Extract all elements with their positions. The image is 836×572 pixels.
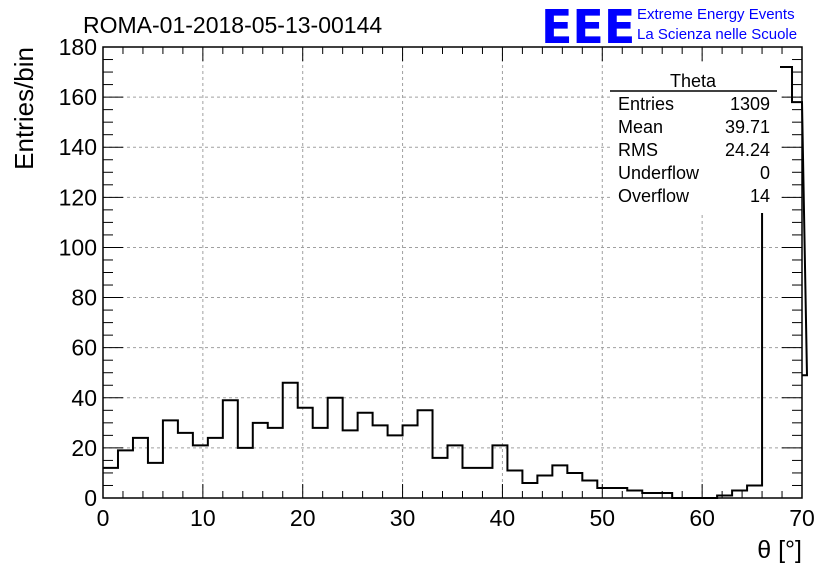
x-tick-label: 60 (689, 505, 715, 531)
histogram-bin (612, 488, 627, 498)
x-axis-label: θ [°] (757, 536, 802, 564)
histogram-bin (747, 485, 762, 498)
histogram-bin (343, 430, 358, 498)
stats-row-label: Entries (618, 94, 674, 114)
histogram-bin (388, 435, 403, 498)
branding-line-1: Extreme Energy Events (637, 6, 795, 23)
histogram-bin (627, 490, 642, 498)
stats-row-value: 14 (750, 186, 770, 206)
stats-row-value: 0 (760, 163, 770, 183)
run-title: ROMA-01-2018-05-13-00144 (83, 12, 382, 38)
stats-row-value: 1309 (730, 94, 770, 114)
y-tick-label: 100 (59, 234, 97, 260)
histogram-bin (118, 450, 133, 498)
y-tick-label: 40 (71, 385, 97, 411)
y-axis-label: Entries/bin (9, 47, 39, 170)
histogram-bin (148, 463, 163, 498)
y-tick-label: 140 (59, 134, 97, 160)
x-tick-label: 50 (589, 505, 615, 531)
stats-box: Theta Entries 1309 Mean 39.71 RMS 24.24 Underf… (610, 65, 780, 213)
eee-logo: EEE (541, 0, 635, 54)
histogram-bin (448, 445, 463, 498)
histogram-bin (103, 468, 118, 498)
histogram-bin (418, 410, 433, 498)
y-tick-label: 60 (71, 335, 97, 361)
stats-row-label: Mean (618, 117, 663, 137)
histogram-bin (597, 488, 612, 498)
histogram-bin (253, 423, 268, 498)
histogram-bin (358, 413, 373, 498)
histogram-bin (178, 433, 193, 498)
histogram-bin (133, 438, 148, 498)
y-tick-label: 160 (59, 84, 97, 110)
histogram-bin (732, 490, 747, 498)
histogram-bin (552, 465, 567, 498)
stats-row-label: Underflow (618, 163, 700, 183)
histogram-bin (283, 383, 298, 498)
histogram-bin (433, 458, 448, 498)
histogram-bin (462, 468, 477, 498)
histogram-bin (223, 400, 238, 498)
grid-lines (103, 47, 802, 498)
y-tick-label: 80 (71, 285, 97, 311)
histogram-bin (477, 468, 492, 498)
stats-row-value: 39.71 (725, 117, 770, 137)
histogram-bin (507, 470, 522, 498)
x-tick-label: 30 (390, 505, 416, 531)
y-tick-label: 180 (59, 34, 97, 60)
histogram-bin (567, 473, 582, 498)
histogram-bin (582, 480, 597, 498)
stats-row-value: 24.24 (725, 140, 770, 160)
branding-line-2: La Scienza nelle Scuole (637, 26, 797, 43)
histogram-bin (403, 425, 418, 498)
x-tick-label: 20 (290, 505, 316, 531)
stats-row-label: Overflow (618, 186, 690, 206)
histogram-bin (792, 102, 802, 498)
y-tick-label: 0 (84, 485, 97, 511)
histogram-bin (163, 420, 178, 498)
x-tick-label: 70 (789, 505, 815, 531)
histogram-bin (238, 448, 253, 498)
histogram-bin (373, 425, 388, 498)
histogram-bin (492, 445, 507, 498)
y-tick-label: 20 (71, 435, 97, 461)
plot-frame (102, 46, 803, 499)
stats-title: Theta (670, 71, 717, 91)
x-tick-label: 40 (490, 505, 516, 531)
histogram-bin (522, 483, 537, 498)
histogram-bin (298, 408, 313, 498)
histogram-bin (208, 438, 223, 498)
histogram-bin (537, 475, 552, 498)
stats-row-label: RMS (618, 140, 658, 160)
histogram-bin (328, 398, 343, 498)
histogram-bin (268, 428, 283, 498)
y-tick-label: 120 (59, 184, 97, 210)
x-tick-label: 10 (190, 505, 216, 531)
histogram-bin (193, 445, 208, 498)
x-tick-label: 0 (97, 505, 110, 531)
histogram-bin (313, 428, 328, 498)
